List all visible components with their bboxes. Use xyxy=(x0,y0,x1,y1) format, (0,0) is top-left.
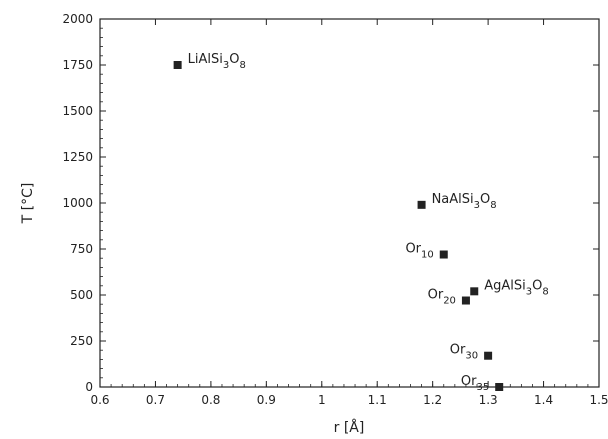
y-tick-label: 0 xyxy=(85,380,93,394)
point-label: AgAlSi3O8 xyxy=(484,278,549,297)
point-label: Or30 xyxy=(450,343,478,362)
y-axis-label: T [°C] xyxy=(20,183,36,225)
x-tick-label: 0.9 xyxy=(257,393,276,407)
point-label: Or10 xyxy=(405,242,433,261)
y-tick-label: 1000 xyxy=(62,196,93,210)
point-label-main: AgAlSi xyxy=(484,278,526,293)
point-label-subscript: 35 xyxy=(476,382,489,393)
point-label-main-2: O xyxy=(532,278,542,293)
point-label-subscript-2: 8 xyxy=(542,286,548,297)
data-point xyxy=(439,250,448,259)
y-tick-label: 1250 xyxy=(62,150,93,164)
x-tick-label: 1.3 xyxy=(479,393,498,407)
x-axis: 0.6 0.7 0.8 0.9 1 1.1 1.2 1.3 1.4 1.5 xyxy=(90,19,608,407)
y-tick-label: 250 xyxy=(70,334,93,348)
data-point xyxy=(461,296,470,305)
plot-frame xyxy=(99,18,600,388)
point-label-subscript: 30 xyxy=(465,351,478,362)
point-label-main-2: O xyxy=(229,52,239,67)
y-tick-label: 2000 xyxy=(62,12,93,26)
point-label-main: Or xyxy=(405,242,421,257)
point-label: Or35 xyxy=(461,374,489,393)
point-label-subscript: 10 xyxy=(421,250,434,261)
x-tick-label: 1.4 xyxy=(534,393,553,407)
x-tick-label: 1 xyxy=(318,393,326,407)
point-label-main: Or xyxy=(450,343,466,358)
point-label-subscript: 20 xyxy=(443,296,456,307)
x-axis-label: r [Å] xyxy=(334,419,365,436)
data-point xyxy=(495,383,504,391)
point-label-main: Or xyxy=(428,288,444,303)
y-tick-label: 750 xyxy=(70,242,93,256)
point-label: LiAlSi3O8 xyxy=(188,52,246,71)
x-tick-label: 1.1 xyxy=(368,393,387,407)
data-point xyxy=(173,61,182,69)
y-tick-label: 1750 xyxy=(62,58,93,72)
point-label-subscript-2: 8 xyxy=(239,60,245,71)
point-label-main: Or xyxy=(461,374,477,389)
data-point xyxy=(470,287,479,296)
point-label-main: NaAlSi xyxy=(432,192,474,207)
x-tick-label: 1.5 xyxy=(589,393,608,407)
x-tick-label: 0.8 xyxy=(201,393,220,407)
point-label-main-2: O xyxy=(480,192,490,207)
x-tick-label: 0.6 xyxy=(90,393,109,407)
point-label: Or20 xyxy=(428,288,456,307)
point-label-subscript-2: 8 xyxy=(490,200,496,211)
data-points: LiAlSi3O8NaAlSi3O8Or10AgAlSi3O8Or20Or30O… xyxy=(173,52,549,393)
point-label-main: LiAlSi xyxy=(188,52,223,67)
point-label-subscript: 3 xyxy=(474,200,480,211)
y-axis: 0 250 500 750 1000 1250 1500 1750 2000 xyxy=(62,12,599,394)
point-label-subscript: 3 xyxy=(223,60,229,71)
y-tick-label: 500 xyxy=(70,288,93,302)
data-point xyxy=(417,200,426,209)
point-label: NaAlSi3O8 xyxy=(432,192,497,211)
data-point xyxy=(484,351,493,360)
y-tick-label: 1500 xyxy=(62,104,93,118)
x-tick-label: 1.2 xyxy=(423,393,442,407)
point-label-subscript: 3 xyxy=(526,286,532,297)
x-tick-label: 0.7 xyxy=(146,393,165,407)
